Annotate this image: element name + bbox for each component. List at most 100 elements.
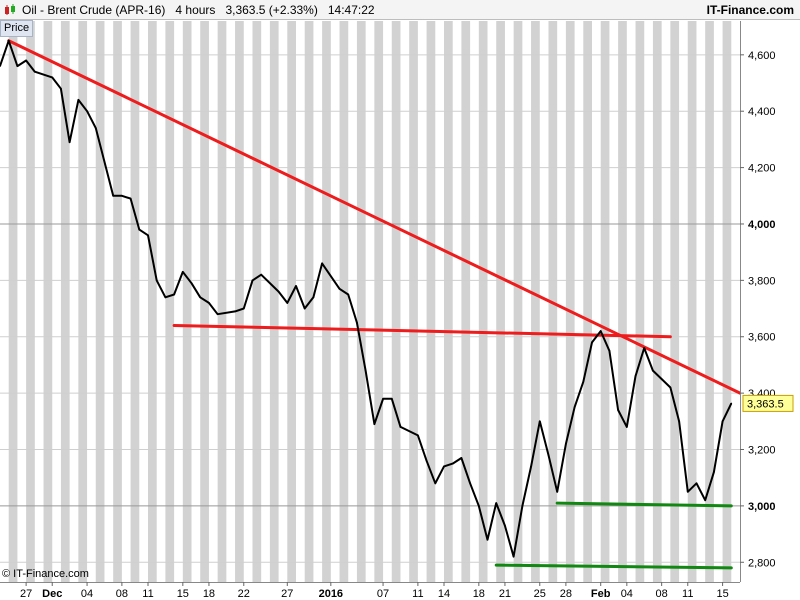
x-tick-label: 15 [716,588,728,600]
y-tick-label: 4,200 [748,163,776,175]
day-stripe [339,21,349,582]
price-point [129,197,132,200]
price-point [512,555,515,558]
price-point [652,369,654,372]
x-tick-label: 11 [412,588,423,600]
day-stripe [165,21,175,582]
session-stripes [8,21,732,582]
price-point [678,420,680,423]
price-point [286,302,289,304]
price-point [77,99,80,101]
price-point [34,70,36,73]
price-point [626,426,628,428]
current-price-marker [742,394,794,412]
price-point [730,402,733,405]
brand-name[interactable]: IT-Finance.com [706,3,794,17]
x-tick-label: 25 [534,588,546,600]
current-price-label: 3,363.5 [747,398,784,410]
day-stripe [356,21,366,582]
day-stripe [391,21,401,582]
price-change: 3,363.5 (+2.33%) [225,3,318,17]
price-point [721,420,724,423]
day-stripe [43,21,53,582]
price-point [164,296,167,299]
day-stripe [287,21,296,582]
x-axis-background [0,582,740,600]
price-point [356,321,358,324]
price-point [399,426,402,428]
y-tick-label: 4,400 [748,106,776,118]
price-point [121,194,123,197]
day-stripe [496,21,505,582]
price-point [182,271,184,273]
y-tick-label: 2,800 [748,557,776,569]
support-trendline [494,563,733,570]
copyright-watermark: © IT-Finance.com [2,568,89,580]
day-stripe [531,21,540,582]
x-tick-label: 11 [682,588,693,600]
price-series [0,39,733,558]
x-tick-label: 18 [203,588,215,600]
price-point [417,434,419,437]
price-point [190,282,193,284]
x-tick-label: 08 [656,588,668,600]
price-point [504,524,506,527]
price-point [68,141,71,144]
price-point [486,538,489,541]
day-stripe [148,21,157,582]
day-stripe [652,21,662,582]
price-point [216,313,219,315]
x-tick-label: 28 [560,588,572,600]
price-point [321,262,323,265]
price-point [495,502,498,504]
price-point [599,330,602,332]
timestamp: 14:47:22 [327,3,375,17]
price-point [347,293,350,296]
price-point [443,465,445,468]
candlestick-icon [5,4,15,15]
price-point [573,406,576,409]
day-stripe [670,21,680,582]
y-tick-label: 3,000 [748,501,776,513]
price-point [277,290,280,293]
day-stripe [618,21,627,582]
price-point [51,76,54,79]
day-stripe [95,21,105,582]
price-point [338,288,341,290]
price-point [364,369,367,372]
timeframe: 4 hours [175,3,216,17]
price-point [234,310,236,313]
price-point [260,273,262,276]
price-point [460,457,463,459]
day-stripe [252,21,262,582]
day-stripe [60,21,70,582]
resistance-trendline [172,323,672,339]
chart-title: Oil - Brent Crude (APR-16) 4 hours 3,363… [22,3,375,17]
price-panel-label: Price [0,20,34,37]
day-stripe [374,21,384,582]
price-point [94,127,97,129]
price-point [643,347,646,349]
price-point [382,397,384,400]
x-tick-label: 07 [377,588,389,600]
x-tick-label: 18 [473,588,485,600]
price-point [704,499,706,502]
price-point [303,307,306,310]
price-point [695,482,698,485]
price-point [478,505,480,507]
price-point [138,228,141,231]
price-point [434,482,437,485]
price-point [112,194,114,197]
price-point [173,293,175,296]
y-tick-label: 3,200 [748,445,776,457]
price-point [425,459,428,462]
day-stripe [444,21,453,582]
price-point [686,490,689,493]
y-axis-background [740,21,800,600]
price-point [242,307,245,310]
x-tick-label: 21 [499,588,511,600]
price-point [390,397,393,400]
price-point [373,423,376,425]
price-point [565,443,567,445]
x-tick-label: Feb [591,588,611,600]
